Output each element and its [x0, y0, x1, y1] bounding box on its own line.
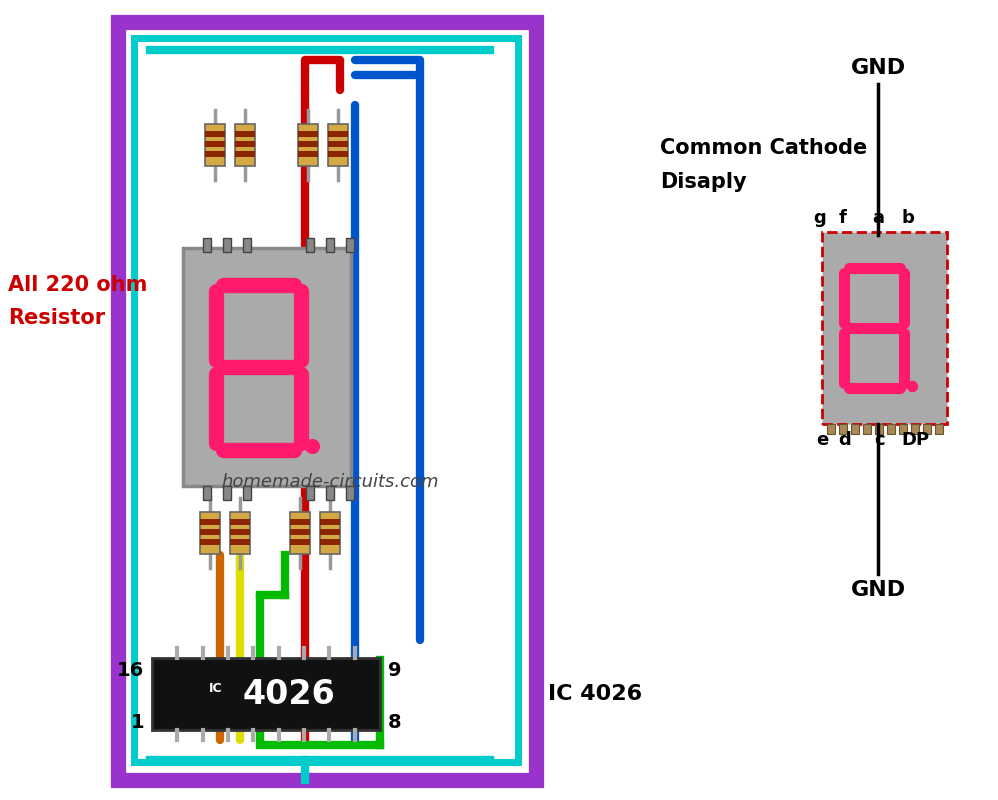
Bar [290, 519, 310, 525]
Bar [326, 486, 334, 500]
Bar [328, 141, 348, 147]
Bar [223, 486, 231, 500]
Bar [223, 238, 231, 252]
Bar [935, 424, 943, 434]
Bar [328, 131, 348, 137]
Bar [298, 124, 318, 166]
Text: Resistor: Resistor [8, 308, 105, 328]
Text: g: g [813, 209, 826, 227]
Text: All 220 ohm: All 220 ohm [8, 275, 148, 295]
Bar [200, 529, 220, 535]
Bar [243, 486, 251, 500]
Bar [152, 658, 380, 730]
Bar [243, 238, 251, 252]
Text: IC: IC [209, 682, 223, 694]
Bar [851, 424, 859, 434]
Text: b: b [901, 209, 914, 227]
Bar [320, 519, 340, 525]
Text: 9: 9 [388, 661, 401, 679]
Bar [326, 238, 334, 252]
Bar [923, 424, 931, 434]
Bar [306, 238, 314, 252]
Text: Common Cathode: Common Cathode [660, 138, 867, 158]
Bar [290, 529, 310, 535]
Bar [200, 539, 220, 545]
Bar [839, 424, 847, 434]
Bar [203, 486, 211, 500]
Bar [235, 131, 255, 137]
Bar [183, 248, 351, 486]
Text: GND: GND [850, 580, 905, 600]
Text: Disaply: Disaply [660, 172, 747, 192]
Bar [887, 424, 895, 434]
Bar [346, 486, 354, 500]
Text: homemade-circuits.com: homemade-circuits.com [222, 473, 439, 491]
Bar [205, 124, 225, 166]
Bar [298, 151, 318, 157]
Bar [320, 539, 340, 545]
Bar [863, 424, 871, 434]
Text: 1: 1 [131, 713, 144, 731]
Bar [827, 424, 835, 434]
Bar [328, 151, 348, 157]
Text: 4026: 4026 [243, 678, 335, 710]
Bar [205, 151, 225, 157]
Bar [346, 238, 354, 252]
Bar [205, 141, 225, 147]
Bar [200, 519, 220, 525]
Text: GND: GND [850, 58, 905, 78]
Bar [230, 519, 250, 525]
Bar [205, 131, 225, 137]
Text: e: e [816, 431, 828, 449]
Bar [899, 424, 907, 434]
Bar [203, 238, 211, 252]
Text: IC 4026: IC 4026 [548, 684, 642, 704]
Bar [306, 486, 314, 500]
Bar [230, 512, 250, 554]
Bar [118, 22, 536, 780]
Bar [320, 529, 340, 535]
Bar [230, 539, 250, 545]
Text: 8: 8 [388, 713, 401, 731]
Bar [290, 512, 310, 554]
Bar [298, 131, 318, 137]
Bar [235, 124, 255, 166]
Bar [290, 539, 310, 545]
Bar [200, 512, 220, 554]
Bar [134, 38, 518, 762]
Text: d: d [838, 431, 851, 449]
Bar [235, 151, 255, 157]
Bar [235, 141, 255, 147]
Text: DP: DP [901, 431, 929, 449]
Bar [328, 124, 348, 166]
Bar [230, 529, 250, 535]
Text: f: f [839, 209, 847, 227]
Bar [911, 424, 919, 434]
Bar [320, 512, 340, 554]
Text: a: a [872, 209, 884, 227]
Bar [875, 424, 883, 434]
Bar [298, 141, 318, 147]
Text: 16: 16 [117, 661, 144, 679]
Text: c: c [874, 431, 885, 449]
Bar [822, 232, 947, 424]
